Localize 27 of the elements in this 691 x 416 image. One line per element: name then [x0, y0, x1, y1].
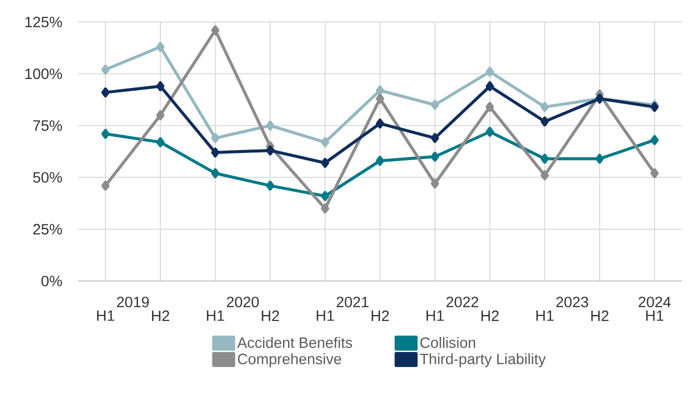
text: 2020 — [226, 296, 259, 308]
text: 2023 — [556, 296, 588, 308]
y-tick-label: 100% — [25, 68, 62, 80]
x-tick-label: H1 — [536, 310, 554, 321]
x-tick-label: H1 — [426, 310, 444, 321]
y-tick-label: 75% — [33, 120, 62, 131]
y-tick-label: 0% — [41, 276, 62, 286]
x-tick-label: H1 — [206, 310, 224, 321]
legend-label: Accident Benefits — [237, 336, 352, 348]
x-tick-label: H2 — [152, 310, 170, 321]
x-tick-label: H2 — [591, 310, 608, 321]
x-tick-label: H2 — [262, 310, 279, 321]
legend-label: Comprehensive — [238, 353, 342, 368]
y-tick-label: 50% — [33, 172, 62, 183]
text: 2019 — [117, 296, 149, 308]
legend-label: Third-party Liability — [420, 353, 546, 368]
x-tick-label: H1 — [316, 310, 334, 321]
x-tick-label: H2 — [372, 310, 389, 321]
x-tick-label: H1 — [646, 310, 664, 321]
legend-label: Collision — [420, 336, 476, 348]
y-tick-label: 125% — [25, 16, 62, 28]
text: 2021 — [336, 296, 368, 308]
x-tick-label: H1 — [97, 310, 114, 321]
text: 2022 — [446, 296, 478, 308]
text: 2024 — [638, 296, 671, 308]
y-tick-label: 25% — [33, 224, 62, 234]
x-tick-label: H2 — [481, 310, 499, 321]
